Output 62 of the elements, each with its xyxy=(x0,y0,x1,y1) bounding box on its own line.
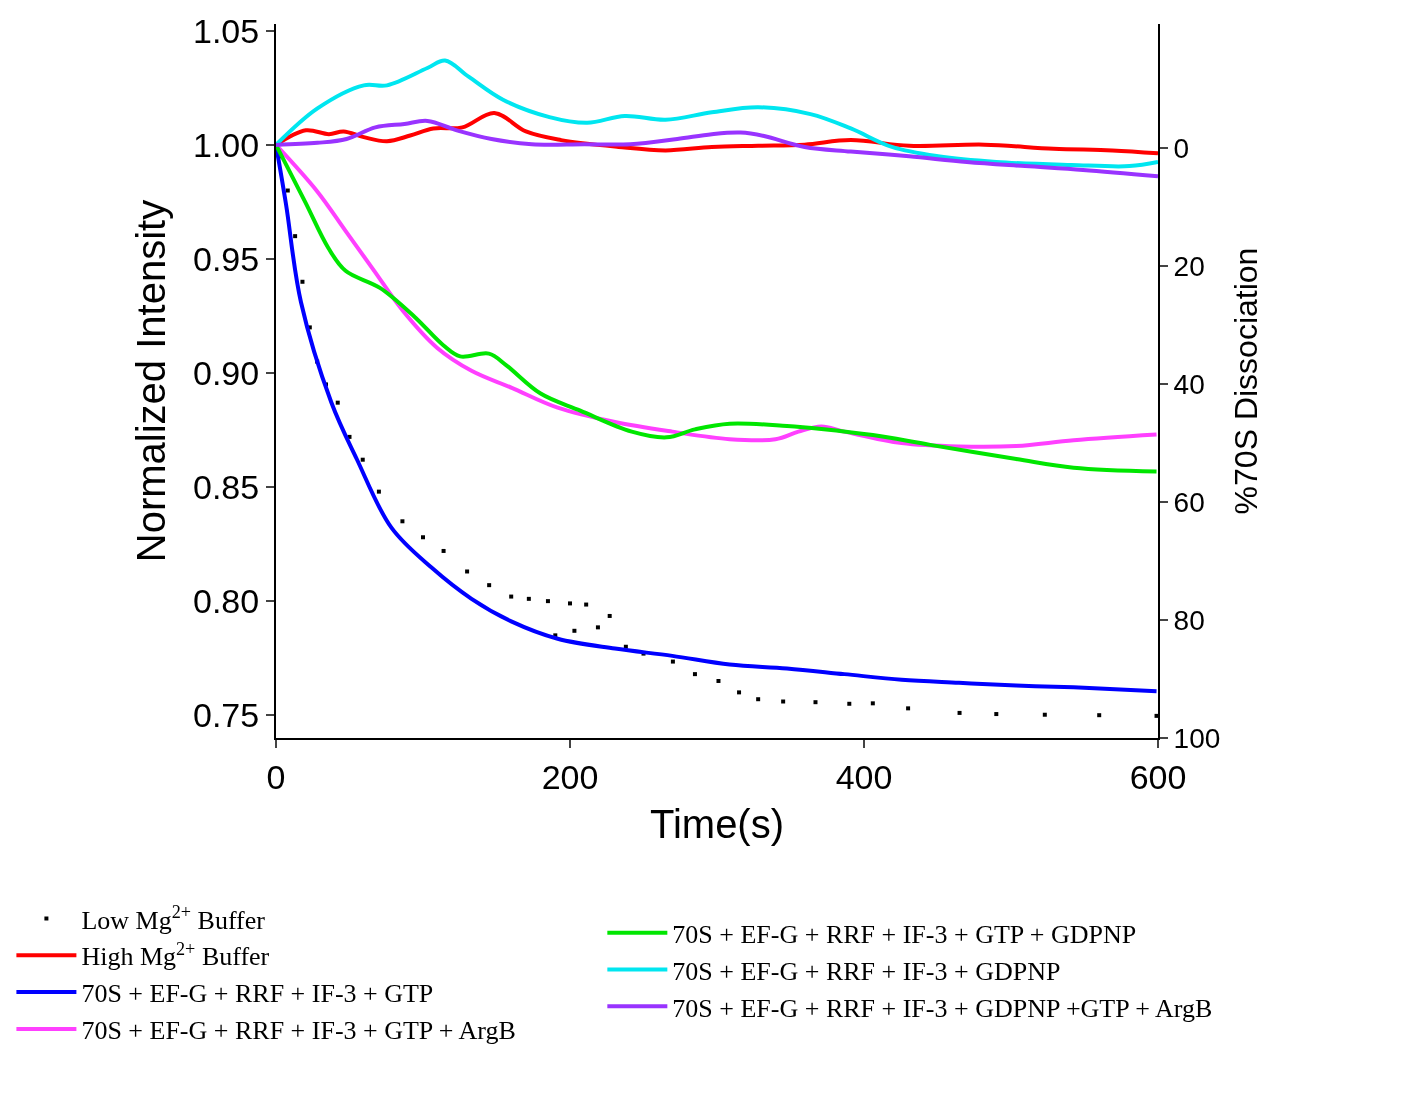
point xyxy=(421,535,425,540)
point xyxy=(545,599,550,604)
point xyxy=(465,569,470,574)
point xyxy=(572,628,577,633)
point xyxy=(847,701,852,706)
y-tick-label: 0.80 xyxy=(193,582,260,621)
y2-tick-label: 60 xyxy=(1173,486,1205,518)
point xyxy=(509,594,514,599)
y2-tick-label: 80 xyxy=(1173,604,1205,636)
point xyxy=(813,700,818,705)
x-tick-label: 400 xyxy=(835,757,893,796)
point xyxy=(595,625,600,630)
point xyxy=(1042,712,1047,717)
point xyxy=(300,279,305,284)
point xyxy=(584,602,589,607)
point xyxy=(400,519,405,524)
point xyxy=(870,701,875,706)
y-tick-label: 1.00 xyxy=(193,125,260,164)
point xyxy=(526,596,531,601)
y-tick-label: 0.90 xyxy=(193,353,260,392)
point xyxy=(737,690,742,695)
point xyxy=(360,457,365,462)
y2-tick-label: 0 xyxy=(1173,132,1190,164)
y-tick-label: 1.05 xyxy=(193,11,260,50)
y2-axis-title: %70S Dissociation xyxy=(1227,247,1264,515)
legend-label: 70S + EF-G + RRF + IF-3 + GDPNP +GTP + ArgB xyxy=(672,993,1213,1023)
x-tick-label: 600 xyxy=(1129,757,1187,796)
point xyxy=(285,188,290,193)
y2-tick-label: 100 xyxy=(1173,722,1221,754)
x-tick-label: 0 xyxy=(266,757,286,796)
legend-label: 70S + EF-G + RRF + IF-3 + GTP + ArgB xyxy=(81,1016,516,1046)
legend-label: 70S + EF-G + RRF + IF-3 + GDPNP xyxy=(672,956,1061,986)
point xyxy=(441,548,446,553)
line-series xyxy=(276,58,1158,169)
point xyxy=(670,659,675,664)
x-axis-title: Time(s) xyxy=(649,801,785,846)
point xyxy=(781,699,786,704)
line-series xyxy=(276,118,1158,179)
point xyxy=(293,234,298,239)
legend-label: 70S + EF-G + RRF + IF-3 + GTP xyxy=(81,979,434,1009)
point xyxy=(906,706,911,711)
point xyxy=(487,583,492,588)
y2-tick-label: 40 xyxy=(1173,368,1205,400)
legend-label: High Mg$^{2+}$ Buffer xyxy=(81,938,270,972)
point xyxy=(692,672,697,677)
y-tick-label: 0.85 xyxy=(193,467,260,506)
x-tick-label: 200 xyxy=(541,757,599,796)
point xyxy=(756,697,761,702)
point xyxy=(376,489,381,494)
point xyxy=(607,613,612,618)
point xyxy=(1097,713,1102,718)
point xyxy=(335,400,340,405)
point xyxy=(716,678,721,683)
legend-label: 70S + EF-G + RRF + IF-3 + GTP + GDPNP xyxy=(672,919,1137,949)
point xyxy=(957,710,962,715)
point xyxy=(568,601,572,606)
y-axis-title: Normalized Intensity xyxy=(129,199,174,563)
y-tick-label: 0.95 xyxy=(193,239,260,278)
y2-tick-label: 20 xyxy=(1173,250,1205,282)
point xyxy=(994,712,999,717)
legend-label: Low Mg$^{2+}$ Buffer xyxy=(81,901,266,935)
y-tick-label: 0.75 xyxy=(193,696,260,735)
